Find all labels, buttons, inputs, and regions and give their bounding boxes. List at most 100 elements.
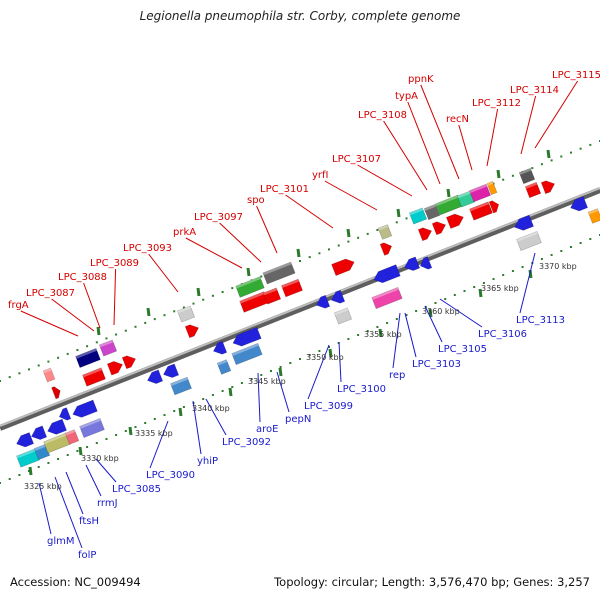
forward-gene-label[interactable]: LPC_3088 xyxy=(58,272,107,283)
reverse-gene-label[interactable]: rrmJ xyxy=(97,498,118,509)
reverse-gene-label[interactable]: LPC_3099 xyxy=(304,401,353,412)
reverse-gene-feature[interactable] xyxy=(568,196,589,214)
forward-label-leader xyxy=(285,194,334,229)
reverse-gene-feature[interactable] xyxy=(14,432,35,450)
reverse-gene-feature[interactable] xyxy=(333,307,353,325)
scale-label: 3340 kbp xyxy=(192,404,230,413)
reverse-gene-label[interactable]: ftsH xyxy=(79,516,99,527)
reverse-gene-feature[interactable] xyxy=(79,418,105,438)
reverse-gene-feature[interactable] xyxy=(161,363,180,380)
reverse-gene-feature[interactable] xyxy=(231,342,263,366)
forward-gene-label[interactable]: yrfI xyxy=(312,170,329,181)
forward-gene-feature[interactable] xyxy=(176,305,196,323)
reverse-gene-feature[interactable] xyxy=(587,208,600,224)
reverse-gene-feature[interactable] xyxy=(64,429,80,445)
gene-arrow xyxy=(570,196,589,212)
reverse-gene-feature[interactable] xyxy=(57,407,72,423)
reverse-gene-feature[interactable] xyxy=(170,376,192,396)
forward-gene-feature[interactable] xyxy=(262,287,282,305)
forward-gene-label[interactable]: typA xyxy=(395,91,418,102)
reverse-gene-feature[interactable] xyxy=(314,294,331,311)
forward-gene-feature[interactable] xyxy=(106,359,124,376)
reverse-gene-feature[interactable] xyxy=(45,418,67,437)
reverse-gene-feature[interactable] xyxy=(211,340,228,357)
forward-gene-label[interactable]: LPC_3112 xyxy=(472,98,521,109)
forward-gene-feature[interactable] xyxy=(518,167,536,185)
reverse-gene-label[interactable]: pepN xyxy=(285,414,311,425)
forward-gene-label[interactable]: recN xyxy=(446,114,469,125)
guide-dot xyxy=(405,217,408,220)
forward-gene-label[interactable]: ppnK xyxy=(408,74,434,85)
guide-dot xyxy=(66,454,69,456)
reverse-gene-label[interactable]: LPC_3100 xyxy=(337,384,386,395)
forward-gene-label[interactable]: LPC_3087 xyxy=(26,288,75,299)
forward-gene-feature[interactable] xyxy=(417,225,434,242)
forward-gene-feature[interactable] xyxy=(51,385,63,400)
forward-gene-label[interactable]: LPC_3089 xyxy=(90,258,139,269)
forward-gene-label[interactable]: LPC_3093 xyxy=(123,243,172,254)
reverse-gene-label[interactable]: yhiP xyxy=(197,456,218,467)
forward-gene-feature[interactable] xyxy=(423,203,441,221)
reverse-gene-label[interactable]: glmM xyxy=(47,536,75,547)
forward-gene-feature[interactable] xyxy=(488,199,501,214)
forward-gene-label[interactable]: spo xyxy=(247,195,265,206)
forward-gene-label[interactable]: LPC_3097 xyxy=(194,212,243,223)
reverse-gene-feature[interactable] xyxy=(516,231,542,251)
forward-gene-feature[interactable] xyxy=(184,322,201,339)
reverse-gene-label[interactable]: rep xyxy=(389,370,405,381)
reverse-gene-feature[interactable] xyxy=(231,326,262,348)
reverse-gene-feature[interactable] xyxy=(402,256,421,273)
forward-gene-feature[interactable] xyxy=(408,207,428,225)
forward-gene-feature[interactable] xyxy=(469,183,491,203)
forward-gene-feature[interactable] xyxy=(445,212,465,229)
gene-box-shine xyxy=(34,444,47,451)
reverse-gene-feature[interactable] xyxy=(418,256,433,272)
reverse-gene-feature[interactable] xyxy=(71,399,98,420)
forward-gene-feature[interactable] xyxy=(431,219,448,236)
reverse-gene-feature[interactable] xyxy=(33,443,51,461)
reverse-gene-feature[interactable] xyxy=(29,425,48,442)
forward-gene-feature[interactable] xyxy=(469,201,493,221)
forward-gene-feature[interactable] xyxy=(486,180,498,196)
reverse-gene-label[interactable]: LPC_3113 xyxy=(516,315,565,326)
guide-dot xyxy=(589,143,592,146)
forward-gene-label[interactable]: LPC_3114 xyxy=(510,85,559,96)
forward-gene-label[interactable]: prkA xyxy=(173,227,196,238)
forward-gene-feature[interactable] xyxy=(377,224,393,240)
forward-gene-feature[interactable] xyxy=(540,178,557,195)
reverse-gene-feature[interactable] xyxy=(329,289,346,306)
forward-gene-feature[interactable] xyxy=(379,241,394,256)
reverse-gene-feature[interactable] xyxy=(145,369,164,386)
reverse-gene-label[interactable]: LPC_3103 xyxy=(412,359,461,370)
forward-gene-feature[interactable] xyxy=(331,256,357,276)
reverse-gene-label[interactable]: aroE xyxy=(256,424,278,435)
forward-gene-feature[interactable] xyxy=(75,348,101,368)
forward-gene-feature[interactable] xyxy=(262,261,296,285)
gene-box xyxy=(216,359,232,375)
scale-label: 3330 kbp xyxy=(81,454,119,463)
forward-gene-label[interactable]: LPC_3115 xyxy=(552,70,600,81)
forward-gene-feature[interactable] xyxy=(82,367,106,387)
reverse-gene-label[interactable]: folP xyxy=(78,550,96,561)
reverse-gene-label[interactable]: LPC_3085 xyxy=(112,484,161,495)
reverse-gene-feature[interactable] xyxy=(371,286,403,310)
forward-gene-feature[interactable] xyxy=(98,339,118,357)
forward-gene-label[interactable]: LPC_3108 xyxy=(358,110,407,121)
reverse-gene-label[interactable]: LPC_3090 xyxy=(146,470,195,481)
forward-gene-feature[interactable] xyxy=(121,353,138,370)
forward-gene-feature[interactable] xyxy=(42,367,56,383)
forward-gene-label[interactable]: frgA xyxy=(8,300,29,311)
reverse-gene-label[interactable]: LPC_3105 xyxy=(438,344,487,355)
reverse-gene-feature[interactable] xyxy=(372,264,401,286)
reverse-gene-feature[interactable] xyxy=(216,359,232,375)
forward-gene-label[interactable]: LPC_3101 xyxy=(260,184,309,195)
guide-dot xyxy=(463,290,466,292)
reverse-gene-label[interactable]: LPC_3092 xyxy=(222,437,271,448)
forward-gene-feature[interactable] xyxy=(524,181,542,199)
reverse-gene-feature[interactable] xyxy=(512,214,534,233)
reverse-gene-feature[interactable] xyxy=(16,448,40,468)
reverse-gene-label[interactable]: LPC_3106 xyxy=(478,329,527,340)
forward-gene-feature[interactable] xyxy=(235,276,265,298)
forward-gene-label[interactable]: LPC_3107 xyxy=(332,154,381,165)
forward-gene-feature[interactable] xyxy=(281,278,303,298)
